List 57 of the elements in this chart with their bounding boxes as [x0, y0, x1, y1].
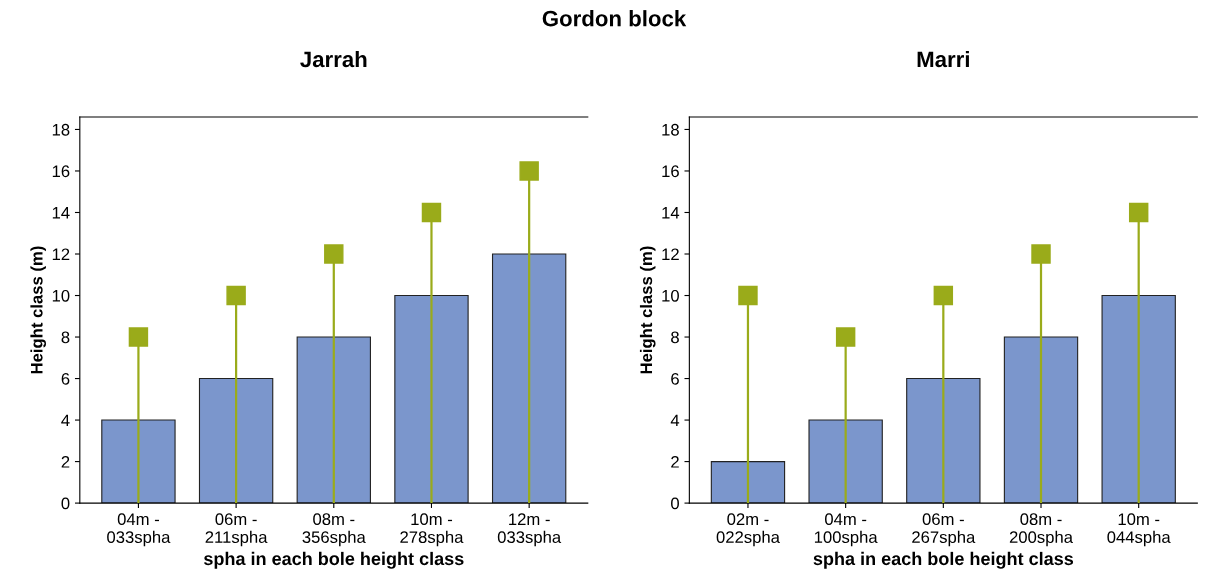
y-tick-label: 2: [61, 455, 70, 468]
x-tick-label: 12m - 033spha: [497, 513, 562, 547]
bar: [296, 336, 371, 504]
y-tick-label: 6: [61, 372, 70, 385]
x-tick-label: 10m - 044spha: [1107, 513, 1171, 547]
point: [835, 327, 856, 347]
x-tick-label: 02m - 022spha: [716, 513, 780, 547]
point: [738, 285, 758, 306]
point: [933, 285, 954, 306]
point: [226, 285, 246, 306]
x-tick-label: 04m - 100spha: [814, 513, 878, 547]
x-tick-label: 08m - 200spha: [1009, 513, 1073, 547]
y-tick-label: 10: [52, 289, 70, 302]
point: [128, 327, 149, 347]
y-tick-label: 0: [671, 497, 679, 510]
bar: [198, 377, 274, 504]
bar: [1003, 336, 1079, 504]
point: [421, 202, 442, 223]
y-tick-label: 8: [61, 331, 70, 344]
y-axis-title: Height class (m): [30, 246, 47, 374]
y-axis-title: Height class (m): [639, 246, 656, 374]
bar: [808, 419, 883, 504]
chart-title: Jarrah: [300, 50, 367, 68]
point: [1128, 202, 1149, 223]
y-tick-label: 4: [61, 414, 70, 427]
y-tick-label: 0: [61, 497, 70, 510]
chart-title: Marri: [917, 50, 969, 68]
bar: [101, 419, 176, 504]
y-tick-label: 18: [662, 123, 679, 136]
point: [519, 161, 539, 181]
x-axis-title: spha in each bole height class: [813, 551, 1074, 569]
x-tick-label: 06m - 267spha: [912, 513, 976, 547]
y-tick-label: 10: [662, 289, 679, 302]
bar: [1101, 294, 1176, 504]
x-tick-label: 06m - 211spha: [205, 513, 268, 547]
y-tick-label: 16: [52, 165, 70, 178]
x-tick-label: 08m - 356spha: [302, 513, 366, 547]
y-tick-label: 12: [662, 248, 679, 261]
y-tick-label: 16: [662, 165, 679, 178]
bar: [710, 461, 786, 504]
x-axis-title: spha in each bole height class: [204, 551, 464, 569]
x-tick-label: 04m - 033spha: [107, 513, 171, 547]
point: [324, 244, 344, 264]
y-tick-label: 8: [671, 331, 679, 344]
bar: [394, 294, 469, 504]
y-tick-label: 4: [670, 414, 680, 427]
y-tick-label: 14: [52, 207, 70, 219]
y-tick-label: 18: [52, 123, 70, 136]
bar: [906, 377, 981, 504]
bar: [491, 253, 567, 504]
point: [1031, 244, 1051, 264]
y-tick-label: 12: [52, 248, 70, 261]
y-tick-label: 2: [671, 455, 679, 468]
text: Gordon block: [542, 10, 687, 27]
x-tick-label: 10m - 278spha: [400, 513, 464, 547]
y-tick-label: 14: [662, 207, 680, 219]
y-tick-label: 6: [671, 372, 679, 385]
